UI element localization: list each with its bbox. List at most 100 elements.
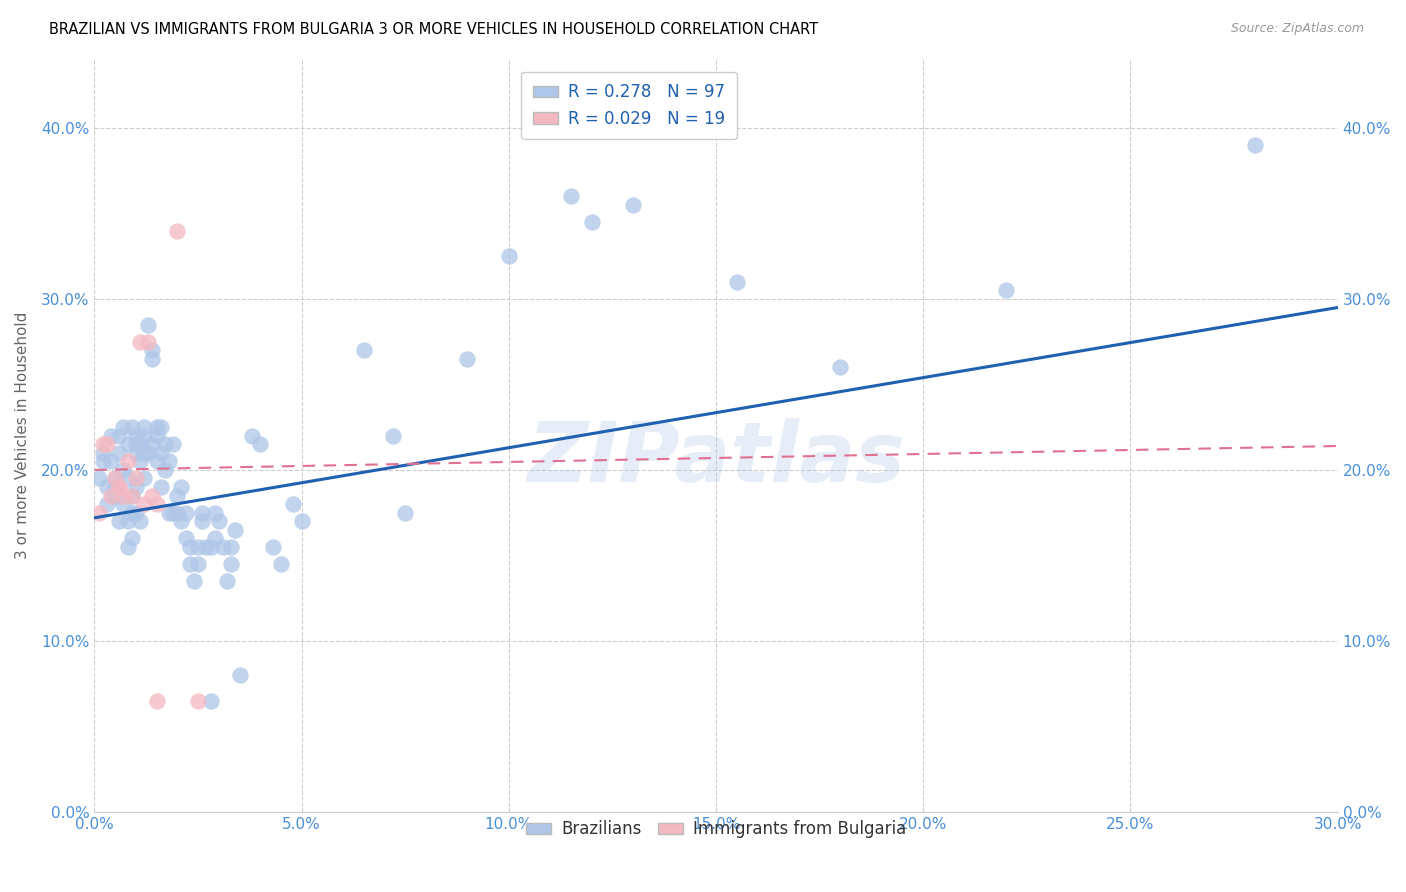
Point	[208, 514, 231, 528]
Point	[121, 531, 143, 545]
Point	[91, 437, 114, 451]
Point	[117, 437, 139, 451]
Point	[228, 668, 250, 682]
Point	[174, 531, 197, 545]
Point	[187, 540, 209, 554]
Point	[166, 489, 188, 503]
Point	[162, 437, 184, 451]
Text: ZIPatlas: ZIPatlas	[527, 417, 905, 499]
Point	[138, 334, 160, 349]
Point	[134, 428, 156, 442]
Y-axis label: 3 or more Vehicles in Household: 3 or more Vehicles in Household	[15, 312, 30, 559]
Point	[87, 506, 110, 520]
Point	[112, 463, 135, 477]
Text: BRAZILIAN VS IMMIGRANTS FROM BULGARIA 3 OR MORE VEHICLES IN HOUSEHOLD CORRELATIO: BRAZILIAN VS IMMIGRANTS FROM BULGARIA 3 …	[49, 22, 818, 37]
Point	[96, 437, 118, 451]
Point	[219, 540, 242, 554]
Point	[249, 437, 271, 451]
Point	[170, 514, 193, 528]
Point	[100, 428, 122, 442]
Point	[174, 506, 197, 520]
Point	[134, 497, 156, 511]
Point	[134, 420, 156, 434]
Point	[166, 223, 188, 237]
Point	[96, 497, 118, 511]
Point	[291, 514, 314, 528]
Point	[125, 506, 148, 520]
Point	[283, 497, 305, 511]
Point	[141, 343, 163, 358]
Point	[121, 489, 143, 503]
Point	[138, 318, 160, 332]
Point	[498, 249, 520, 263]
Point	[240, 428, 263, 442]
Text: Source: ZipAtlas.com: Source: ZipAtlas.com	[1230, 22, 1364, 36]
Point	[125, 428, 148, 442]
Point	[166, 506, 188, 520]
Point	[121, 506, 143, 520]
Point	[157, 506, 180, 520]
Point	[108, 514, 131, 528]
Point	[108, 480, 131, 494]
Point	[145, 454, 167, 468]
Point	[200, 540, 222, 554]
Point	[149, 420, 172, 434]
Point	[129, 437, 152, 451]
Point	[219, 557, 242, 571]
Point	[353, 343, 375, 358]
Point	[149, 446, 172, 460]
Point	[179, 557, 201, 571]
Point	[112, 497, 135, 511]
Point	[141, 437, 163, 451]
Point	[125, 471, 148, 485]
Point	[91, 454, 114, 468]
Point	[112, 489, 135, 503]
Point	[153, 463, 176, 477]
Point	[145, 497, 167, 511]
Point	[104, 489, 127, 503]
Point	[96, 480, 118, 494]
Point	[560, 189, 582, 203]
Point	[100, 489, 122, 503]
Point	[1243, 138, 1265, 153]
Point	[191, 514, 214, 528]
Point	[117, 514, 139, 528]
Point	[212, 540, 235, 554]
Point	[117, 454, 139, 468]
Point	[456, 351, 478, 366]
Point	[183, 574, 205, 588]
Point	[138, 446, 160, 460]
Point	[187, 557, 209, 571]
Point	[117, 471, 139, 485]
Point	[129, 514, 152, 528]
Point	[145, 694, 167, 708]
Point	[381, 428, 404, 442]
Point	[581, 215, 603, 229]
Point	[830, 360, 852, 375]
Point	[621, 198, 644, 212]
Point	[117, 540, 139, 554]
Point	[108, 480, 131, 494]
Point	[91, 446, 114, 460]
Point	[87, 471, 110, 485]
Point	[134, 446, 156, 460]
Point	[187, 694, 209, 708]
Point	[145, 428, 167, 442]
Point	[145, 420, 167, 434]
Point	[141, 489, 163, 503]
Point	[204, 506, 226, 520]
Point	[134, 471, 156, 485]
Point	[125, 437, 148, 451]
Point	[104, 471, 127, 485]
Point	[725, 275, 748, 289]
Point	[204, 531, 226, 545]
Point	[179, 540, 201, 554]
Point	[125, 446, 148, 460]
Point	[149, 480, 172, 494]
Point	[157, 454, 180, 468]
Point	[100, 454, 122, 468]
Point	[121, 420, 143, 434]
Point	[108, 446, 131, 460]
Point	[108, 428, 131, 442]
Point	[195, 540, 218, 554]
